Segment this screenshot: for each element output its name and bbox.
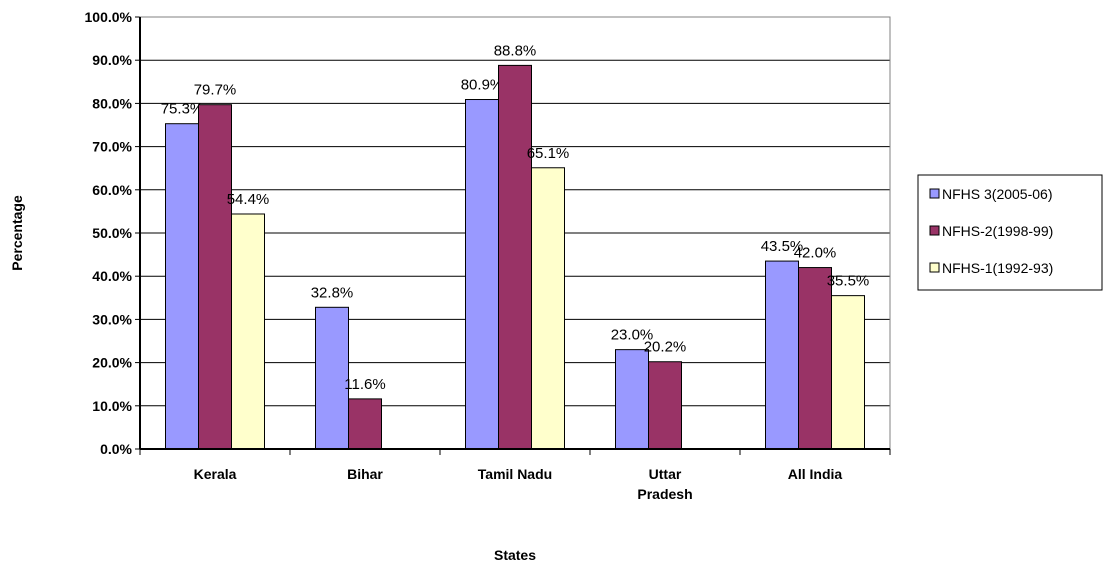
- bar: [765, 260, 799, 450]
- value-label: 65.1%: [527, 145, 570, 162]
- legend-box: [917, 174, 1103, 291]
- y-tick-label: 50.0%: [92, 225, 132, 241]
- legend-label: NFHS 3(2005-06): [942, 186, 1053, 202]
- x-axis-title: States: [494, 547, 536, 563]
- x-tick-label: All India: [788, 466, 843, 482]
- value-label: 42.0%: [794, 245, 837, 262]
- bar: [531, 167, 565, 450]
- bar: [198, 104, 232, 450]
- y-tick-label: 10.0%: [92, 398, 132, 414]
- value-label: 75.3%: [161, 101, 204, 118]
- value-label: 54.4%: [227, 191, 270, 208]
- bar: [165, 123, 199, 450]
- legend-label: NFHS-2(1998-99): [942, 223, 1053, 239]
- bar: [315, 306, 349, 450]
- value-label: 35.5%: [827, 273, 870, 290]
- legend-label: NFHS-1(1992-93): [942, 260, 1053, 276]
- bar: [465, 99, 499, 450]
- y-tick-label: 90.0%: [92, 52, 132, 68]
- bar: [648, 361, 682, 450]
- bar: [798, 267, 832, 450]
- x-tick-label: Bihar: [347, 466, 383, 482]
- y-tick-label: 40.0%: [92, 268, 132, 284]
- y-tick-label: 100.0%: [85, 9, 133, 25]
- y-tick-label: 0.0%: [100, 441, 132, 457]
- y-tick-label: 30.0%: [92, 311, 132, 327]
- legend-swatch: [929, 225, 940, 236]
- value-label: 11.6%: [344, 376, 385, 393]
- x-tick-label: Tamil Nadu: [478, 466, 552, 482]
- value-label: 79.7%: [194, 82, 237, 99]
- y-axis-title: Percentage: [9, 195, 25, 271]
- bar: [348, 398, 382, 450]
- value-label: 43.5%: [761, 238, 804, 255]
- x-tick-label: Kerala: [194, 466, 237, 482]
- legend-swatch: [929, 262, 940, 273]
- y-tick-label: 70.0%: [92, 139, 132, 155]
- value-label: 80.9%: [461, 77, 504, 94]
- bar: [831, 295, 865, 450]
- x-tick-label: Uttar Pradesh: [637, 466, 692, 502]
- value-label: 88.8%: [494, 42, 537, 59]
- bar: [615, 349, 649, 450]
- y-tick-label: 20.0%: [92, 355, 132, 371]
- legend-swatch: [929, 188, 940, 199]
- value-label: 20.2%: [644, 339, 687, 356]
- y-tick-label: 80.0%: [92, 95, 132, 111]
- value-label: 32.8%: [311, 284, 354, 301]
- bar: [231, 213, 265, 450]
- bar: [498, 64, 532, 450]
- value-label: 23.0%: [611, 327, 654, 344]
- y-tick-label: 60.0%: [92, 182, 132, 198]
